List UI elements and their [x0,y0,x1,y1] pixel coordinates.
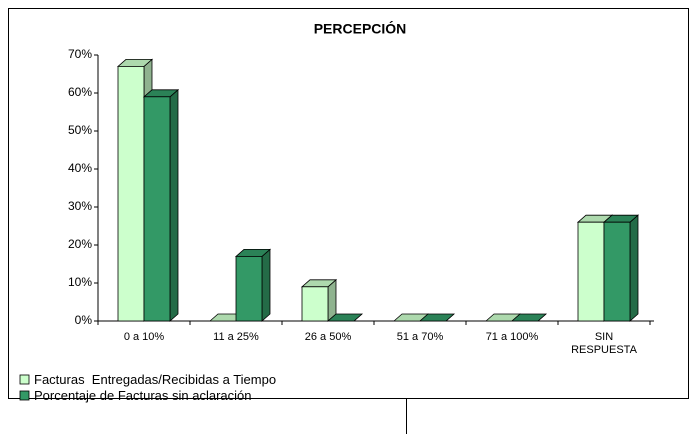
x-tick-label: 0 a 10% [123,331,165,343]
bar [117,66,145,322]
y-tick-label: 50% [68,123,92,137]
bar-side [169,88,179,322]
legend-swatch [19,390,30,401]
x-tick-label: 11 a 25% [213,331,259,343]
chart-frame [8,8,689,399]
bar [603,221,631,322]
y-tick-label: 30% [68,199,92,213]
bar [143,96,171,322]
y-tick-label: 0% [75,313,93,327]
x-tick-label: 26 a 50% [304,331,352,343]
bar-top [326,313,364,322]
bar-side [629,214,639,322]
legend-swatch [19,374,30,385]
x-tick-label: SIN RESPUESTA [571,331,637,356]
y-tick-label: 10% [68,275,92,289]
y-tick-label: 40% [68,161,92,175]
x-tick-label: 71 a 100% [485,331,539,343]
legend-label: Porcentaje de Facturas sin aclaración [34,388,252,403]
bar [577,221,605,322]
y-tick-label: 60% [68,85,92,99]
bar-side [261,248,271,322]
legend-label: Facturas Entregadas/Recibidas a Tiempo [34,372,277,387]
bar [235,255,263,322]
chart-title: PERCEPCIÓN [314,20,407,37]
bar-top [510,313,548,322]
bar [301,286,329,322]
bar-top [418,313,456,322]
y-tick-label: 20% [68,237,92,251]
y-tick-label: 70% [68,47,92,61]
x-tick-label: 51 a 70% [396,331,444,343]
